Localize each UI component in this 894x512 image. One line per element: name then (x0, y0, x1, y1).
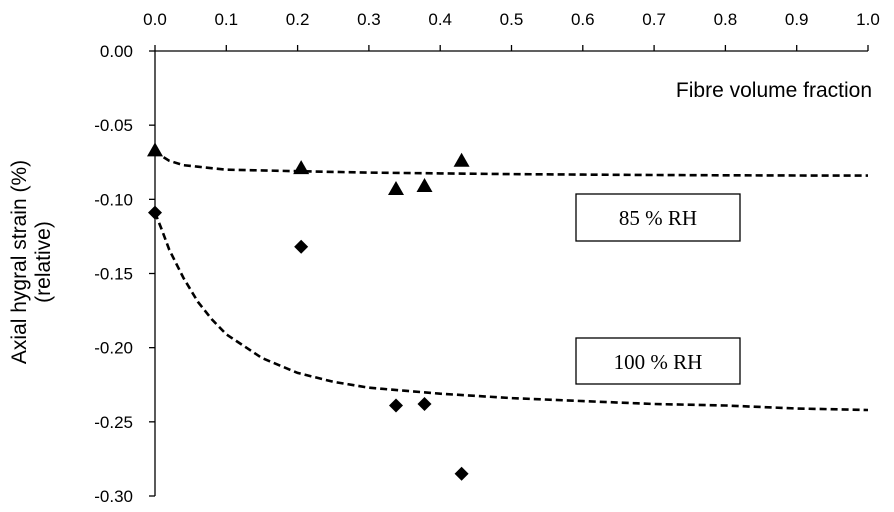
y-tick-label: 0.00 (100, 42, 133, 61)
x-axis-title: Fibre volume fraction (676, 79, 872, 102)
x-tick-label: 0.3 (357, 10, 381, 29)
diamond-point (417, 397, 432, 412)
y-axis-title-line-1: Axial hygral strain (%) (8, 160, 31, 364)
x-tick-label: 0.4 (428, 10, 452, 29)
triangle-point (293, 160, 310, 175)
y-tick-label: -0.25 (94, 413, 133, 432)
x-tick-label: 0.9 (785, 10, 809, 29)
x-tick-label: 0.2 (286, 10, 310, 29)
label-100-rh: 100 % RH (614, 350, 703, 374)
x-tick-label: 0.1 (214, 10, 238, 29)
diamond-point (294, 239, 309, 254)
data-points (147, 142, 470, 481)
y-axis-title: Axial hygral strain (%) (relative) (8, 160, 55, 364)
y-tick-label: -0.10 (94, 190, 133, 209)
triangle-point (147, 142, 163, 157)
label-85-rh: 85 % RH (619, 206, 697, 230)
fit-curve-100-rh (153, 212, 869, 412)
diamond-point (388, 398, 403, 413)
x-tick-label: 0.5 (500, 10, 524, 29)
x-tick-label: 0.7 (642, 10, 666, 29)
x-tick-label: 0.8 (714, 10, 738, 29)
fit-curves (153, 149, 869, 412)
diamond-point (454, 466, 469, 481)
axes: 0.0 0.1 0.2 0.3 0.4 0.5 0.6 0.7 0.8 0.9 1.0 0.00 -0.… (94, 10, 880, 506)
label-box-100-frame (575, 337, 741, 385)
x-tick-label: 1.0 (856, 10, 880, 29)
y-tick-label: -0.15 (94, 265, 133, 284)
triangle-point (453, 152, 470, 167)
x-tick-label: 0.6 (571, 10, 595, 29)
diamond-point (148, 205, 162, 220)
y-tick-label: -0.20 (94, 339, 133, 358)
label-box-85: 85 % RH (575, 193, 741, 242)
y-axis-title-line-2: (relative) (32, 221, 55, 303)
triangle-point (416, 177, 433, 192)
y-tick-label: -0.05 (94, 116, 133, 135)
label-box-85-frame (575, 193, 741, 242)
label-box-100: 100 % RH (575, 337, 741, 385)
triangle-point (387, 180, 404, 195)
fit-curve-85-rh (154, 149, 869, 177)
y-tick-label: -0.30 (94, 487, 133, 506)
x-tick-label: 0.0 (143, 10, 167, 29)
